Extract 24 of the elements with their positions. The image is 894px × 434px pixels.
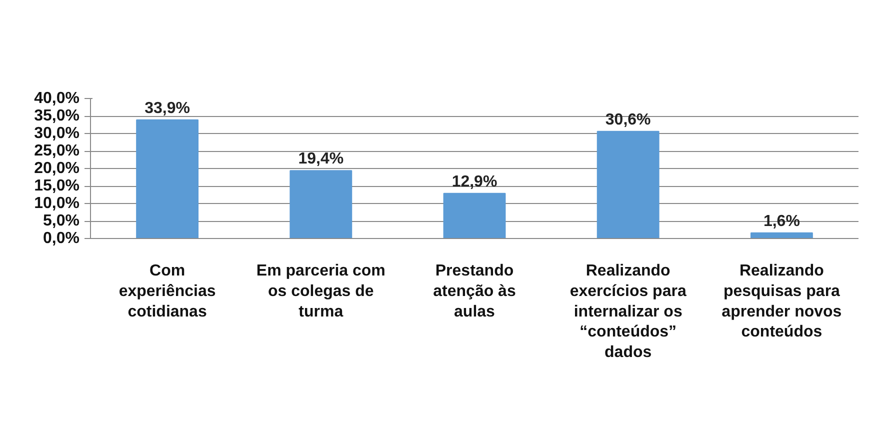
y-tick-label: 5,0% xyxy=(43,212,80,230)
bar xyxy=(290,170,352,238)
y-tick-label: 0,0% xyxy=(43,230,80,247)
data-label: 12,9% xyxy=(452,173,498,190)
bar xyxy=(750,232,813,238)
bar xyxy=(443,192,506,238)
x-tick-label: Com experiências cotidianas xyxy=(118,262,216,320)
bar xyxy=(596,130,660,238)
y-tick-label: 15,0% xyxy=(34,178,80,194)
x-tick-label: Realizando pesquisas para aprender novos conteúdos xyxy=(722,262,842,341)
y-tick-label: 35,0% xyxy=(34,108,80,124)
x-tick-label: Realizando exercícios para internalizar os “conteúdos” dados xyxy=(570,262,686,362)
x-tick-label: Em parceria com os colegas de turma xyxy=(256,262,386,320)
data-label: 19,4% xyxy=(298,150,344,168)
data-label: 30,6% xyxy=(605,111,651,128)
y-tick-label: 30,0% xyxy=(34,125,80,142)
x-tick-label: Prestando atenção às aulas xyxy=(433,262,516,320)
y-tick-label: 20,0% xyxy=(34,160,80,177)
bar xyxy=(136,119,199,238)
data-label: 1,6% xyxy=(763,212,800,230)
data-label: 33,9% xyxy=(144,100,190,117)
y-tick-label: 40,0% xyxy=(34,90,80,107)
y-tick-label: 25,0% xyxy=(34,142,80,160)
y-tick-label: 10,0% xyxy=(34,195,80,212)
